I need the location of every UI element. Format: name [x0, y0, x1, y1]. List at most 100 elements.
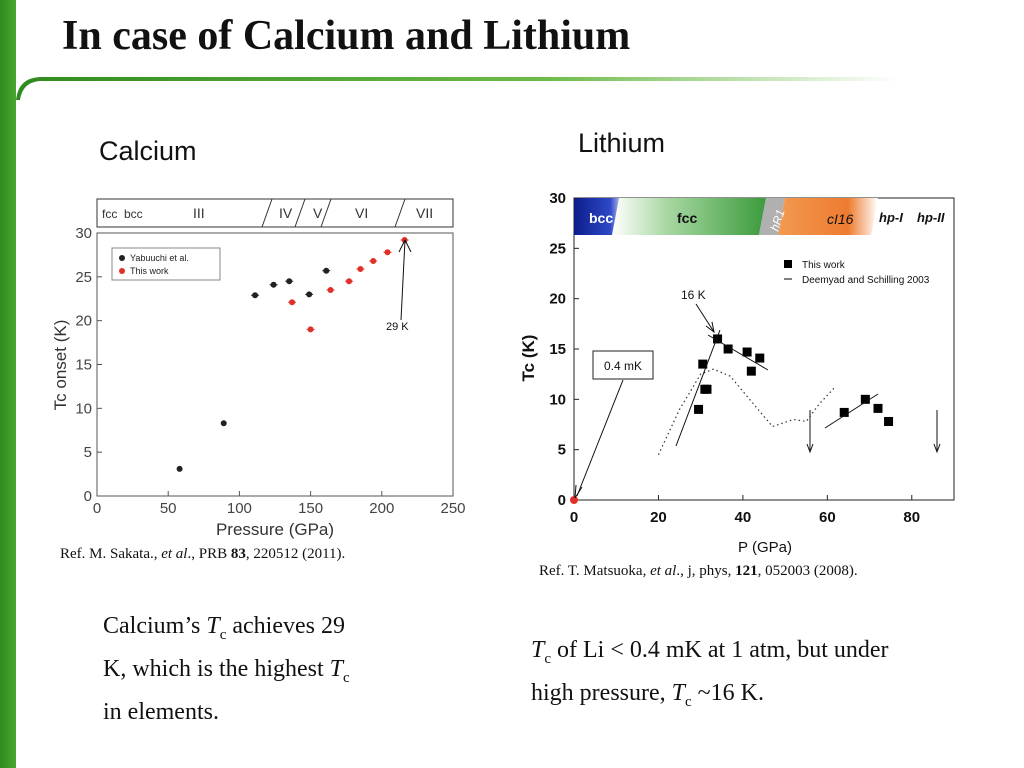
- ca-phase-iv: IV: [279, 205, 293, 221]
- li-annotation-04mk-arrowhead: [574, 484, 583, 499]
- ca-y-tick-label: 0: [84, 488, 92, 505]
- li-point-thiswork: [860, 394, 870, 404]
- lithium-caption: Tc of Li < 0.4 mK at 1 atm, but under hi…: [531, 633, 889, 719]
- li-phase-bcc: bcc: [589, 210, 613, 226]
- ca-y-tick-label: 20: [75, 313, 92, 330]
- ca-phase-divider: [294, 198, 306, 228]
- li-y-tick-label: 10: [549, 391, 566, 408]
- ca-x-tick-label: 250: [440, 500, 465, 517]
- li-phase-bcc-band: [574, 198, 626, 235]
- li-trend-line-fall: [707, 334, 769, 371]
- li-phase-fcc-band: [612, 198, 766, 235]
- ca-point-yabuuchi: [252, 292, 259, 299]
- li-y-tick-label: 0: [558, 492, 566, 509]
- li-phase-ci16: cI16: [827, 211, 854, 227]
- ca-legend-yabuuchi: Yabuuchi et al.: [130, 253, 189, 263]
- tc-symbol: T: [206, 613, 220, 639]
- li-point-thiswork: [694, 404, 704, 414]
- li-point-thiswork: [839, 407, 849, 417]
- ca-point-yabuuchi: [220, 420, 227, 427]
- calcium-ref-suffix: , 220512 (2011).: [245, 546, 346, 562]
- li-trend-line-hp: [824, 393, 879, 429]
- ca-y-tick-label: 15: [75, 357, 92, 374]
- li-point-thiswork: [746, 366, 756, 376]
- page-title: In case of Calcium and Lithium: [62, 13, 631, 59]
- left-accent-bar: [0, 0, 16, 768]
- li-point-thiswork: [884, 416, 894, 426]
- li-upper-limit-arrowhead: [806, 443, 814, 454]
- li-phase-ci16-band: [778, 198, 878, 235]
- ca-annotation-arrowhead: [398, 238, 412, 253]
- ca-point-yabuuchi: [270, 281, 277, 288]
- ca-x-tick-label: 0: [93, 500, 101, 517]
- calcium-caption-part3: K, which is the highest: [103, 655, 330, 682]
- lithium-ref-vol: 121: [735, 563, 758, 579]
- li-x-axis-label: P (GPa): [738, 539, 792, 556]
- ca-x-tick-label: 50: [160, 500, 177, 517]
- lithium-label: Lithium: [578, 128, 666, 158]
- li-point-ambient: [570, 496, 578, 504]
- li-x-tick-label: 0: [570, 509, 578, 526]
- ca-y-axis-label: Tc onset (K): [51, 320, 70, 411]
- title-band: [16, 0, 1024, 80]
- lithium-ref-mid: ., j, phys,: [676, 563, 736, 579]
- li-phase-hp2: hp-II: [917, 210, 945, 225]
- ca-y-tick-label: 30: [75, 225, 92, 242]
- lithium-caption-part2: high pressure,: [531, 679, 672, 706]
- li-point-thiswork: [873, 403, 883, 413]
- ca-legend-thiswork: This work: [130, 266, 169, 276]
- ca-point-thiswork: [346, 278, 353, 285]
- ca-point-yabuuchi: [286, 278, 293, 285]
- li-point-thiswork: [713, 334, 723, 344]
- tc-subscript: c: [685, 693, 692, 710]
- ca-phase-bcc: bcc: [124, 207, 143, 221]
- tc-symbol: T: [531, 637, 545, 663]
- li-phase-hr1-band: [759, 198, 785, 235]
- tc-symbol: T: [671, 679, 685, 706]
- calcium-ref-etal: et al: [161, 546, 188, 562]
- li-annotation-16k-arrow: [695, 303, 715, 333]
- ca-y-tick-label: 5: [84, 444, 92, 461]
- calcium-ref-prefix: Ref. M. Sakata.,: [60, 546, 162, 562]
- ca-point-thiswork: [307, 326, 314, 333]
- ca-y-tick-label: 25: [75, 269, 92, 286]
- ca-legend: [111, 247, 221, 281]
- calcium-reference: Ref. M. Sakata., et al., PRB 83, 220512 …: [60, 546, 345, 563]
- ca-point-yabuuchi: [306, 291, 313, 298]
- lithium-caption-part1: of Li < 0.4 mK at 1 atm, but under: [551, 637, 889, 663]
- li-legend-deemyad: Deemyad and Schilling 2003: [802, 275, 930, 286]
- li-plot-frame: [573, 197, 955, 501]
- ca-point-yabuuchi: [176, 465, 183, 472]
- tc-subscript: c: [219, 626, 227, 643]
- ca-legend-marker-yabuuchi: [119, 255, 125, 261]
- li-y-tick-label: 15: [549, 341, 566, 358]
- calcium-caption-part4: in elements.: [103, 698, 219, 725]
- lithium-ref-prefix: Ref. T. Matsuoka,: [539, 563, 651, 579]
- ca-phase-v: V: [313, 205, 323, 221]
- li-phase-fcc: fcc: [677, 210, 697, 226]
- ca-point-thiswork: [384, 249, 391, 256]
- ca-point-yabuuchi: [323, 267, 330, 274]
- ca-phase-vii: VII: [416, 205, 433, 221]
- li-point-thiswork: [723, 344, 733, 354]
- calcium-caption: Calcium’s Tc achieves 29 K, which is the…: [103, 609, 350, 729]
- li-annotation-box: [592, 350, 654, 380]
- ca-annotation-29k: 29 K: [386, 321, 409, 333]
- calcium-caption-part2: achieves 29: [226, 613, 345, 639]
- li-annotation-16k-arrowhead: [705, 321, 715, 334]
- li-phase-hr1: hR1: [768, 208, 788, 233]
- ca-phase-fcc: fcc: [102, 207, 117, 221]
- li-y-tick-label: 20: [549, 291, 566, 308]
- li-y-tick-label: 5: [558, 442, 566, 459]
- ca-phase-divider: [320, 198, 332, 228]
- ca-phase-divider: [261, 198, 273, 228]
- li-legend-marker-thiswork: [784, 260, 792, 268]
- li-x-tick-label: 80: [903, 509, 920, 526]
- ca-point-thiswork: [357, 265, 364, 272]
- title-underline-swoosh: [16, 77, 900, 100]
- li-x-tick-label: 60: [819, 509, 836, 526]
- ca-phase-divider: [394, 198, 406, 228]
- tc-symbol: T: [329, 655, 343, 682]
- li-x-tick-label: 20: [650, 509, 667, 526]
- calcium-ref-vol: 83: [230, 546, 246, 562]
